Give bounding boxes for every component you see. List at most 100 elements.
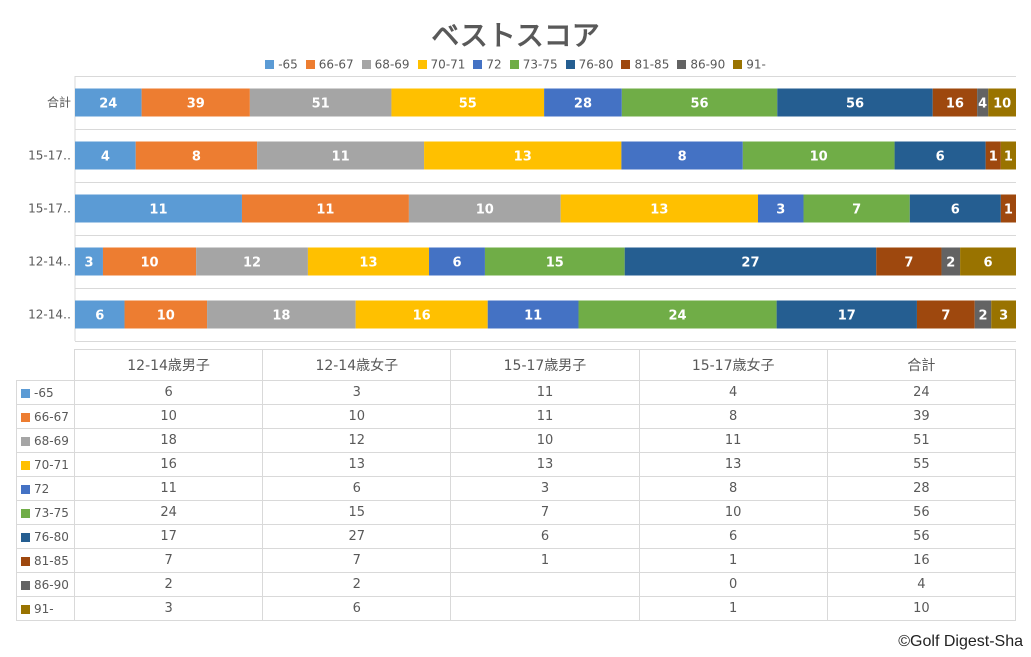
bar-segment <box>391 88 545 117</box>
table-row: 91- 3 6 1 10 <box>16 596 1017 621</box>
bar-segment <box>776 300 917 329</box>
table-cell <box>450 572 640 597</box>
data-label: 18 <box>272 309 290 324</box>
data-label: 6 <box>95 309 104 324</box>
table-cell: 24 <box>73 500 264 525</box>
legend-key-swatch <box>21 388 30 398</box>
data-label: 6 <box>452 256 461 271</box>
table-column-header: 12-14歳男子 <box>73 349 264 381</box>
data-label: 7 <box>941 309 950 324</box>
table-cell: 11 <box>450 404 640 429</box>
data-label: 28 <box>574 97 592 112</box>
data-label: 3 <box>84 256 93 271</box>
data-label: 11 <box>332 150 350 165</box>
data-label: 15 <box>546 256 564 271</box>
data-label: 55 <box>459 97 477 112</box>
legend-swatch <box>417 60 427 69</box>
table-cell: 51 <box>826 428 1017 453</box>
bar-segment <box>102 247 197 276</box>
bar-segment <box>621 141 743 170</box>
data-label: 13 <box>650 203 668 218</box>
table-cell: 10 <box>638 500 828 525</box>
legend-swatch <box>621 60 631 69</box>
table-cell: 1 <box>638 548 828 573</box>
legend-item: 76-80 <box>565 57 613 72</box>
bar-segment <box>408 194 561 223</box>
data-label: 10 <box>140 256 158 271</box>
table-cell: 12 <box>262 428 452 453</box>
legend-label: 86-90 <box>690 57 726 72</box>
bar-segment <box>124 300 208 329</box>
data-label: 13 <box>359 256 377 271</box>
table-row-label: 76-80 <box>16 524 75 549</box>
legend-label: 81-85 <box>634 57 670 72</box>
bar-segment <box>544 88 622 117</box>
legend: -65 66-67 68-69 70-71 72 73-75 76-80 81-85 86-90… <box>0 57 1031 72</box>
data-label: 11 <box>316 203 334 218</box>
legend-swatch <box>265 60 275 69</box>
table-cell: 11 <box>73 476 264 501</box>
row-label-text: 91- <box>34 601 54 616</box>
table-cell: 13 <box>638 452 828 477</box>
bar-segment <box>621 88 778 117</box>
bar-segment <box>876 247 942 276</box>
bar-segment <box>141 88 250 117</box>
table-cell: 16 <box>73 452 264 477</box>
table-row-label: 81-85 <box>16 548 75 573</box>
data-label: 24 <box>669 309 687 324</box>
data-label: 8 <box>192 150 201 165</box>
bar-segment <box>75 300 125 329</box>
table-row: 76-80 17 27 6 6 56 <box>16 524 1017 549</box>
bar-segment <box>909 194 1001 223</box>
legend-key-swatch <box>21 556 30 566</box>
bar-segment <box>974 300 992 329</box>
table-row: 70-71 16 13 13 13 55 <box>16 452 1017 477</box>
chart-title: ベストスコア <box>431 19 600 52</box>
legend-key-swatch <box>21 436 30 446</box>
data-label: 56 <box>691 97 709 112</box>
bar-segment <box>196 247 308 276</box>
category-label: 12-14‥ <box>28 255 71 269</box>
bar-segment <box>75 88 142 117</box>
table-cell: 8 <box>638 476 828 501</box>
data-label: 24 <box>99 97 117 112</box>
legend-label: 73-75 <box>522 57 558 72</box>
table-cell: 11 <box>638 428 828 453</box>
data-label: 1 <box>1004 150 1013 165</box>
table-cell: 28 <box>826 476 1017 501</box>
bar-segment <box>777 88 933 117</box>
legend-item: 86-90 <box>677 57 725 72</box>
table-cell: 4 <box>638 380 828 405</box>
table-cell: 2 <box>262 572 452 597</box>
table-cell: 13 <box>450 452 640 477</box>
row-label-text: 66-67 <box>34 409 69 424</box>
table-row-label: 70-71 <box>16 452 75 477</box>
bar-segment <box>560 194 758 223</box>
table-column-header: 15-17歳男子 <box>450 349 640 381</box>
legend-item: 73-75 <box>509 57 558 72</box>
bar-segment <box>257 141 425 170</box>
legend-label: 70-71 <box>430 57 466 72</box>
legend-item: -65 <box>265 57 298 72</box>
row-label-text: 72 <box>34 481 50 496</box>
bar-segment <box>960 247 1016 276</box>
legend-key-swatch <box>21 460 30 470</box>
data-label: 10 <box>810 150 828 165</box>
bar-segment <box>135 141 258 170</box>
legend-label: -65 <box>278 57 298 72</box>
table-row-label: 86-90 <box>16 572 75 597</box>
data-table: 12-14歳男子 12-14歳女子 15-17歳男子 15-17歳女子 合計 -65 6 3… <box>16 349 1017 621</box>
table-cell: 6 <box>262 596 452 621</box>
data-label: 27 <box>741 256 759 271</box>
bar-segment <box>932 88 978 117</box>
data-label: 8 <box>678 150 687 165</box>
table-cell: 7 <box>262 548 452 573</box>
bar-segment <box>742 141 895 170</box>
bar-segment <box>429 247 485 276</box>
bar-segment <box>757 194 804 223</box>
data-label: 10 <box>993 97 1011 112</box>
bar-segment <box>75 247 103 276</box>
row-label-text: 70-71 <box>34 457 69 472</box>
bar-segment <box>803 194 910 223</box>
